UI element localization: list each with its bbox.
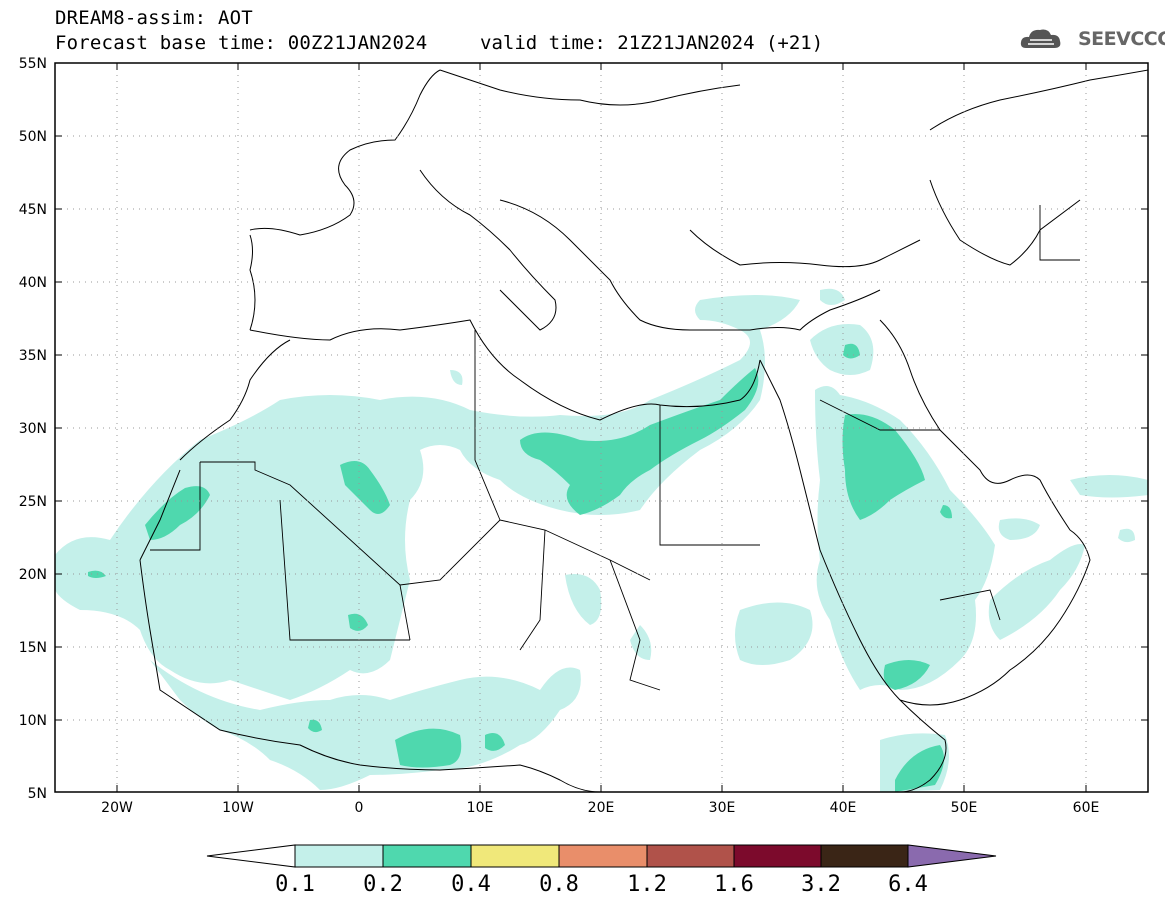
lat-label: 55N: [19, 56, 47, 72]
lon-labels: 20W 10W 0 10E 20E 30E 40E 50E 60E: [101, 800, 1099, 816]
lon-label: 20E: [588, 800, 615, 816]
lat-label: 30N: [19, 421, 47, 437]
lon-label: 60E: [1073, 800, 1100, 816]
lat-label: 45N: [19, 202, 47, 218]
lon-label: 10W: [222, 800, 254, 816]
colorbar-segment: [294, 844, 384, 868]
colorbar-label: 0.2: [363, 872, 403, 897]
lat-label: 20N: [19, 567, 47, 583]
aot-field: [55, 288, 1148, 792]
forecast-base-time: Forecast base time: 00Z21JAN2024: [55, 32, 428, 54]
colorbar-segment: [558, 844, 648, 868]
lat-label: 25N: [19, 494, 47, 510]
borders: [150, 205, 1080, 691]
colorbar-label: 3.2: [801, 872, 841, 897]
colorbar-segment: [646, 844, 735, 868]
colorbar-label: 0.4: [451, 872, 491, 897]
colorbar: [206, 844, 997, 868]
colorbar-under-arrow: [206, 844, 296, 868]
lon-label: 30E: [709, 800, 736, 816]
lat-label: 10N: [19, 713, 47, 729]
colorbar-segment: [382, 844, 472, 868]
colorbar-label: 0.1: [275, 872, 315, 897]
coastlines: [139, 69, 1148, 792]
lon-label: 50E: [951, 800, 978, 816]
aot-level-0-2: [88, 343, 952, 792]
lat-label: 15N: [19, 640, 47, 656]
lon-label: 0: [355, 800, 364, 816]
colorbar-label: 1.6: [714, 872, 754, 897]
colorbar-label: 6.4: [888, 872, 928, 897]
colorbar-segment: [470, 844, 560, 868]
colorbar-segment: [733, 844, 822, 868]
colorbar-segment: [820, 844, 909, 868]
colorbar-label: 0.8: [539, 872, 579, 897]
lat-label: 50N: [19, 129, 47, 145]
map-title: DREAM8-assim: AOT: [55, 7, 253, 29]
ticks: [55, 62, 1148, 792]
colorbar-label: 1.2: [627, 872, 667, 897]
lat-label: 35N: [19, 348, 47, 364]
colorbar-over-arrow: [907, 844, 997, 868]
lat-label: 5N: [28, 786, 47, 802]
logo-text: SEEVCCC: [1078, 28, 1165, 50]
valid-time: valid time: 21Z21JAN2024 (+21): [480, 32, 824, 54]
lon-label: 40E: [830, 800, 857, 816]
lat-label: 40N: [19, 275, 47, 291]
lon-label: 10E: [467, 800, 494, 816]
cloud-icon: [1020, 29, 1061, 48]
lat-labels: 55N 50N 45N 40N 35N 30N 25N 20N 15N 10N …: [19, 56, 47, 802]
lon-label: 20W: [101, 800, 133, 816]
graticule: [55, 63, 1148, 792]
